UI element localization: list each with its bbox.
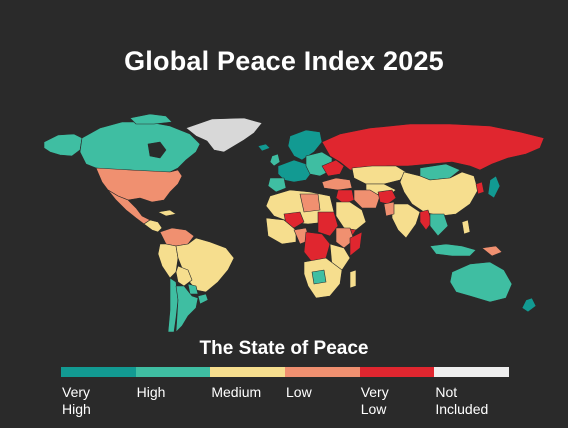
legend-label-not-included: Not Included <box>435 384 489 417</box>
region-scandinavia <box>287 129 323 161</box>
region-papua <box>481 245 503 257</box>
region-indonesia <box>429 243 477 257</box>
region-ukraine <box>321 159 345 177</box>
region-botswana <box>311 269 327 285</box>
legend-label-medium: Medium <box>211 384 262 400</box>
region-myanmar <box>419 209 433 231</box>
region-peru <box>157 243 179 279</box>
region-libya <box>299 193 321 213</box>
region-new-zealand <box>521 297 537 313</box>
region-sudan <box>317 211 339 237</box>
region-hudson-bay <box>147 141 167 159</box>
legend-label-very-low: Very Low <box>360 384 389 417</box>
legend-label-high: High <box>136 384 166 400</box>
region-alaska <box>43 133 83 157</box>
region-korea <box>475 181 485 195</box>
legend-swatch-high <box>135 367 211 377</box>
region-philippines <box>461 219 471 235</box>
region-iberia <box>267 177 287 193</box>
legend-swatch-very-high <box>61 367 136 377</box>
region-caribbean <box>157 209 177 217</box>
region-western-europe <box>277 159 313 183</box>
region-greenland <box>185 117 263 153</box>
region-uk <box>269 153 281 167</box>
region-china <box>399 171 479 217</box>
region-russia <box>321 123 545 171</box>
region-uruguay <box>197 293 209 305</box>
region-kazakhstan <box>351 165 407 185</box>
region-afghanistan <box>377 189 397 205</box>
region-turkey <box>321 177 353 191</box>
region-japan <box>487 175 501 199</box>
region-central-america <box>143 219 163 233</box>
region-bolivia <box>175 265 193 287</box>
region-australia <box>449 261 513 303</box>
legend-label-low: Low <box>286 384 312 400</box>
region-pakistan <box>383 201 395 217</box>
region-india <box>391 203 421 239</box>
region-west-africa <box>265 217 297 245</box>
region-ethiopia <box>335 227 355 249</box>
region-usa <box>95 167 183 203</box>
legend-label-very-high: Very High <box>62 384 91 417</box>
legend-swatch-very-low <box>359 367 435 377</box>
region-central-africa <box>303 231 331 263</box>
legend-title: The State of Peace <box>199 338 369 359</box>
legend-labels: Very High High Medium Low Very Low Not I… <box>61 384 509 418</box>
region-canada <box>79 121 201 173</box>
legend-swatch-low <box>285 367 360 377</box>
legend-swatch-medium <box>210 367 286 377</box>
region-argentina <box>175 285 199 333</box>
region-iceland <box>257 143 271 152</box>
region-arctic-islands <box>129 113 173 125</box>
map-title: Global Peace Index 2025 <box>124 46 444 76</box>
region-madagascar <box>349 269 357 289</box>
region-arabia <box>335 201 367 231</box>
region-paraguay <box>187 283 199 295</box>
legend-color-bar <box>61 367 510 377</box>
legend-swatch-not-included <box>434 367 510 377</box>
region-se-asia <box>429 213 449 237</box>
region-somalia <box>349 231 363 257</box>
